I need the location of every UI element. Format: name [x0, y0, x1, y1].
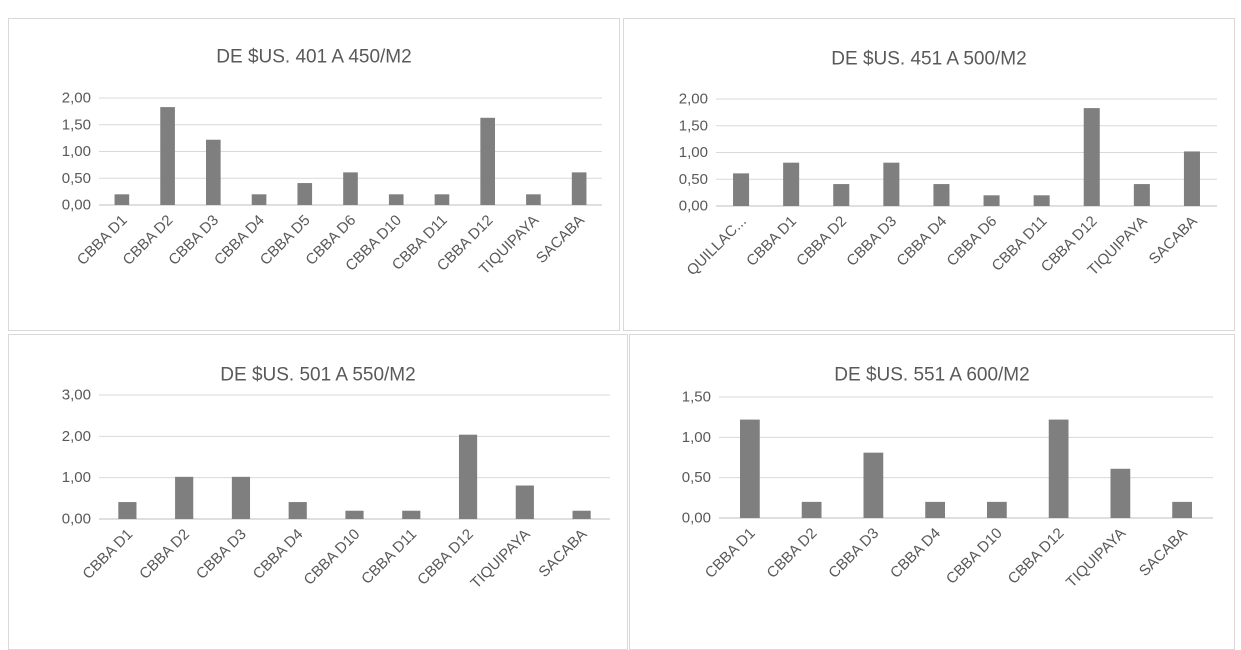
category-label: CBBA D3 [825, 525, 882, 582]
chart-401-450: DE $US. 401 A 450/M2 0,00 0,50 1,00 1,50 2,00… [62, 47, 602, 278]
y-tick-label: 1,00 [62, 143, 91, 160]
bar [1048, 419, 1069, 518]
bar [1033, 195, 1050, 206]
bar [297, 183, 313, 205]
bar [933, 184, 950, 206]
category-label: SACABA [533, 212, 588, 267]
chart-551-600: DE $US. 551 A 600/M2 0,00 0,50 1,00 1,50 CBBA… [682, 365, 1213, 591]
y-tick-label: 1,00 [682, 429, 711, 446]
chart-451-500: DE $US. 451 A 500/M2 0,00 0,50 1,00 1,50 2,00… [679, 49, 1217, 279]
bar [345, 510, 364, 519]
y-tick-label: 0,00 [62, 197, 91, 214]
category-label: CBBA D1 [743, 213, 800, 270]
category-label: CBBA D12 [1005, 525, 1068, 588]
category-label: CBBA D2 [136, 526, 193, 583]
bar [1183, 151, 1200, 206]
y-tick-label: 1,00 [679, 144, 708, 161]
bar [480, 117, 495, 205]
category-label: CBBA D1 [702, 525, 759, 582]
bar [833, 184, 850, 206]
bar [863, 452, 884, 518]
chart-title: DE $US. 551 A 600/M2 [834, 365, 1029, 386]
category-label: CBBA D4 [250, 526, 307, 583]
y-tick-label: 1,50 [679, 117, 708, 134]
category-label: CBBA D11 [358, 526, 420, 588]
bar [251, 194, 267, 205]
category-label: CBBA D2 [793, 213, 850, 270]
bar [733, 173, 750, 206]
y-tick-label: 2,00 [62, 428, 91, 445]
category-label: CBBA D4 [893, 213, 950, 270]
category-label: SACABA [1136, 525, 1191, 580]
category-label: SACABA [535, 526, 590, 581]
bar [572, 510, 591, 519]
bar [1083, 108, 1100, 206]
bar [388, 194, 404, 205]
chart-panel-551-600: DE $US. 551 A 600/M2 0,00 0,50 1,00 1,50 CBBA… [629, 334, 1235, 650]
y-tick-label: 0,50 [682, 469, 711, 486]
y-tick-label: 0,50 [679, 171, 708, 188]
chart-title: DE $US. 401 A 450/M2 [216, 47, 411, 68]
bar [801, 501, 822, 518]
y-tick-label: 0,00 [682, 510, 711, 527]
category-label: SACABA [1146, 213, 1201, 268]
y-tick-label: 1,50 [682, 389, 711, 406]
bar [986, 501, 1007, 518]
category-label: QUILLAC... [684, 213, 750, 279]
chart-panel-451-500: DE $US. 451 A 500/M2 0,00 0,50 1,00 1,50 2,00… [623, 18, 1235, 331]
category-label: CBBA D3 [193, 526, 250, 583]
y-tick-label: 3,00 [62, 387, 91, 404]
bar [160, 107, 175, 205]
chart-panel-501-550: DE $US. 501 A 550/M2 0,00 1,00 2,00 3,00 CBBA… [8, 334, 628, 650]
bar [175, 476, 194, 519]
y-tick-label: 2,00 [679, 91, 708, 108]
category-label: CBBA D10 [301, 526, 364, 589]
y-tick-label: 1,00 [62, 469, 91, 486]
category-label: CBBA D3 [843, 213, 900, 270]
y-tick-label: 2,00 [62, 90, 91, 107]
category-label: TIQUIPAYA [1063, 525, 1129, 591]
bar [1172, 501, 1193, 518]
bar [343, 172, 358, 205]
y-tick-label: 0,00 [679, 198, 708, 215]
chart-title: DE $US. 451 A 500/M2 [831, 49, 1026, 70]
bar [1110, 468, 1131, 518]
category-label: CBBA D1 [79, 526, 136, 583]
chart-title: DE $US. 501 A 550/M2 [220, 365, 415, 386]
y-tick-label: 1,50 [62, 116, 91, 133]
bar [114, 194, 130, 205]
category-label: CBBA D2 [764, 525, 821, 582]
category-label: CBBA D10 [943, 525, 1006, 588]
bar [288, 502, 307, 519]
chart-501-550: DE $US. 501 A 550/M2 0,00 1,00 2,00 3,00 CBBA… [62, 365, 610, 592]
bar [571, 172, 587, 205]
y-tick-label: 0,00 [62, 511, 91, 528]
bar [515, 485, 534, 519]
page-header-title [0, 0, 1241, 18]
bar [118, 502, 137, 519]
category-label: CBBA D4 [887, 525, 944, 582]
category-label: TIQUIPAYA [467, 526, 533, 592]
bar [1133, 184, 1150, 206]
bar [206, 139, 221, 205]
bar [458, 434, 478, 519]
bar [526, 194, 541, 205]
bar [434, 194, 450, 205]
bar [983, 195, 1000, 206]
bar [739, 419, 760, 518]
bar [925, 501, 946, 518]
y-tick-label: 0,50 [62, 170, 91, 187]
chart-panel-401-450: DE $US. 401 A 450/M2 0,00 0,50 1,00 1,50 2,00… [8, 18, 620, 331]
bar [402, 510, 421, 519]
bar [231, 476, 251, 519]
bar [883, 162, 900, 206]
bar [783, 162, 800, 206]
